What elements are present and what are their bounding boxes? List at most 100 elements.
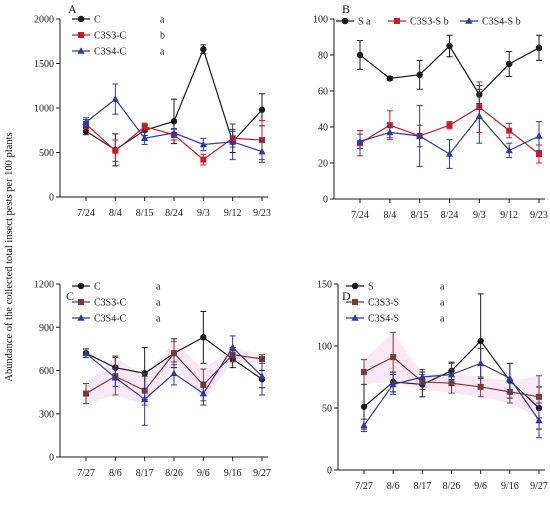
x-tick-label: 8/17 [413,481,431,492]
y-tick-label: 80 [318,51,328,62]
legend-marker [341,17,349,25]
data-point [535,416,543,424]
data-point [390,354,397,361]
data-point [389,380,397,388]
data-point [258,106,266,113]
legend-significance-letter: a [440,298,445,309]
x-tick-label: 8/15 [411,210,429,221]
legend-entry: S a [358,17,371,28]
data-point [82,118,90,126]
data-point [386,75,394,82]
data-point [361,369,367,376]
legend-entry: C3S3-C [94,298,127,309]
data-point [258,147,266,155]
x-tick-label: 9/16 [501,481,519,492]
legend-entry: C3S3-C [94,31,127,42]
panel-c: 0 300 600 900 1200 7/27 8/6 8/17 8/26 9/6 9/16 9/27… [34,280,271,480]
y-tick-label: 150 [317,280,332,291]
x-tick-label: 9/27 [253,468,271,479]
y-tick-label: 600 [39,366,54,377]
legend-significance-letter: a [156,314,161,325]
x-tick-label: 9/6 [197,468,210,479]
data-point [229,343,237,351]
legend: S a C3S3-S b C3S4-S b [336,17,521,28]
legend-significance-letter: a [156,282,161,293]
legend-entry: S [368,282,374,293]
x-tick-label: 9/3 [473,210,486,221]
data-point [446,122,453,129]
x-tick-label: 7/24 [351,210,369,221]
x-tick-label: 9/16 [224,468,242,479]
x-tick-label: 8/24 [165,208,183,219]
data-point [505,146,513,154]
panel-label: B [342,2,350,16]
legend-significance-letter: a [160,15,165,26]
x-tick-label: 8/6 [387,481,400,492]
y-tick-label: 300 [39,409,54,420]
x-tick-label: 9/23 [253,208,271,219]
legend-marker [77,282,85,290]
legend-significance-letter: b [160,31,165,42]
legend-entry: C3S4-S [368,314,399,325]
data-point [447,370,456,378]
data-point [506,374,514,382]
x-tick-label: 9/3 [197,208,210,219]
y-tick-label: 20 [318,159,328,170]
legend-entry: C3S4-C [94,47,127,58]
data-point [535,44,543,51]
series-c [82,44,266,167]
legend-marker [77,47,85,54]
legend-significance-letter: a [440,282,445,293]
x-tick-label: 9/12 [224,208,242,219]
data-point [356,51,364,59]
data-point [259,137,265,144]
data-point [200,156,207,163]
legend-marker [352,299,358,305]
series-c3s4-s [360,347,543,439]
y-tick-label: 1200 [34,280,54,291]
legend-marker [465,17,473,24]
data-point [200,334,207,341]
data-point [170,118,178,125]
y-tick-label: 1000 [34,104,54,115]
y-tick-label: 40 [318,123,328,134]
data-point [111,95,119,102]
x-tick-label: 7/24 [77,208,95,219]
y-tick-label: 2000 [34,15,54,26]
data-point [477,359,485,367]
legend-entry: C3S3-S b [410,17,449,28]
data-point [477,383,484,390]
data-point [229,138,237,145]
legend-marker [77,15,85,23]
y-tick-label: 0 [327,466,332,477]
x-tick-label: 8/6 [109,468,122,479]
data-point [416,71,423,79]
data-point [360,403,368,410]
y-tick-label: 100 [313,15,328,26]
y-tick-label: 900 [39,323,54,334]
x-tick-label: 8/17 [136,468,154,479]
x-tick-label: 9/27 [530,481,548,492]
data-point [83,390,89,397]
data-point [112,147,119,154]
x-tick-label: 7/27 [77,468,95,479]
data-point [475,112,483,119]
data-point [170,369,178,377]
series-s [356,34,543,105]
legend-significance-letter: a [440,314,445,325]
x-tick-label: 8/24 [441,210,459,221]
x-tick-label: 9/12 [500,210,518,221]
y-tick-label: 60 [318,87,328,98]
x-tick-label: 9/6 [474,481,487,492]
data-point [386,128,394,136]
data-point [360,421,368,429]
data-point [170,129,178,136]
y-tick-label: 500 [39,148,54,159]
panel-d: 0 50 100 150 7/27 8/6 8/17 8/26 9/6 9/16 9/27 D S a C3… [317,280,548,493]
y-tick-label: 0 [49,193,54,204]
legend-marker [78,299,84,305]
x-tick-label: 8/26 [165,468,183,479]
